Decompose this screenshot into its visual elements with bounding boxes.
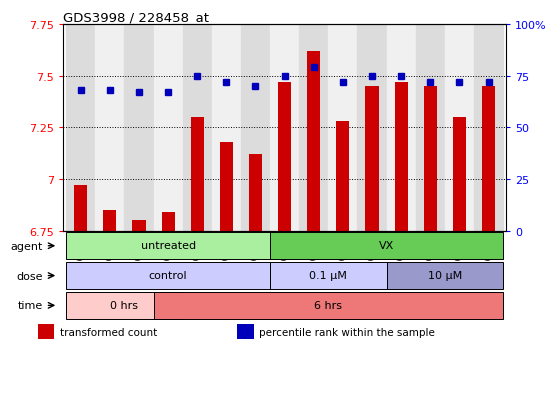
Bar (270, 233, 503, 259)
Bar (66, 233, 270, 259)
Text: 0.1 μM: 0.1 μM (310, 270, 347, 280)
Bar (241, 25, 270, 231)
Bar (95, 25, 124, 231)
Bar (212, 25, 241, 231)
Bar (38, 325, 54, 339)
Text: control: control (149, 270, 188, 280)
Bar (74, 186, 87, 231)
Bar (387, 25, 416, 231)
Bar (191, 118, 204, 231)
Bar (183, 25, 212, 231)
Bar (220, 142, 233, 231)
Bar (66, 263, 270, 289)
Bar (307, 52, 320, 231)
Text: percentile rank within the sample: percentile rank within the sample (259, 327, 435, 337)
Bar (365, 87, 378, 231)
Bar (238, 325, 254, 339)
Bar (103, 211, 117, 231)
Text: untreated: untreated (141, 240, 196, 251)
Text: 6 hrs: 6 hrs (314, 300, 342, 310)
Bar (453, 118, 466, 231)
Text: GDS3998 / 228458_at: GDS3998 / 228458_at (63, 11, 209, 24)
Bar (66, 25, 95, 231)
Bar (162, 213, 175, 231)
Bar (337, 122, 349, 231)
Bar (358, 25, 387, 231)
Bar (66, 292, 183, 319)
Text: agent: agent (10, 241, 43, 251)
Bar (270, 25, 299, 231)
Text: VX: VX (379, 240, 394, 251)
Text: transformed count: transformed count (59, 327, 157, 337)
Bar (124, 25, 153, 231)
Bar (482, 87, 495, 231)
Bar (299, 25, 328, 231)
Bar (249, 155, 262, 231)
Text: 0 hrs: 0 hrs (111, 300, 139, 310)
Bar (153, 292, 503, 319)
Bar (153, 25, 183, 231)
Text: 10 μM: 10 μM (428, 270, 462, 280)
Bar (424, 87, 437, 231)
Bar (387, 263, 503, 289)
Text: time: time (18, 301, 43, 311)
Bar (394, 83, 408, 231)
Bar (474, 25, 503, 231)
Bar (278, 83, 291, 231)
Bar (328, 25, 358, 231)
Bar (416, 25, 445, 231)
Bar (270, 263, 387, 289)
Bar (445, 25, 474, 231)
Text: dose: dose (16, 271, 43, 281)
Bar (133, 221, 146, 231)
